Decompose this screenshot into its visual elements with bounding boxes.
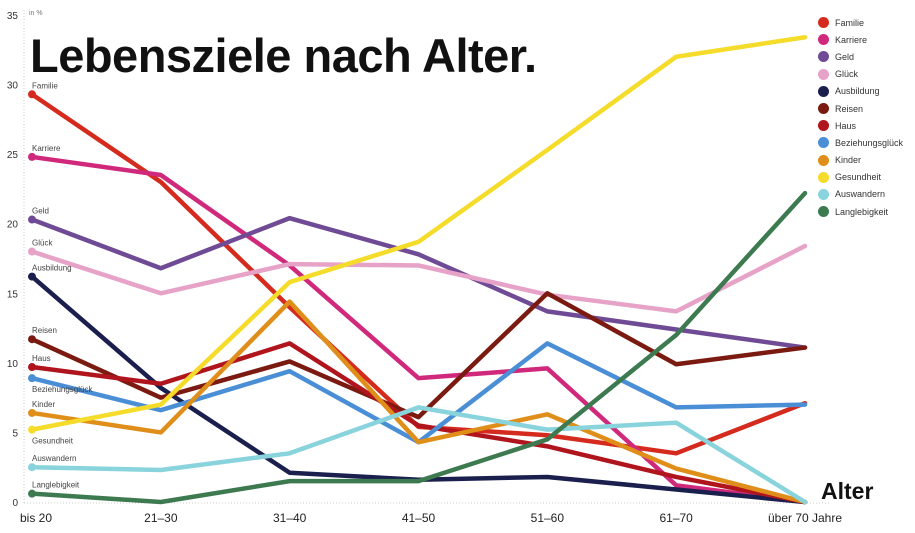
series-start-point: [28, 335, 36, 344]
legend-item: Geld: [818, 48, 903, 65]
legend-swatch: [818, 120, 829, 132]
legend-label: Familie: [835, 17, 865, 28]
series-lines: [28, 35, 808, 505]
series-start-point: [28, 272, 36, 281]
legend-swatch: [818, 188, 829, 200]
legend-swatch: [818, 171, 829, 183]
legend-swatch: [818, 17, 829, 29]
series-start-point: [28, 408, 36, 417]
legend-label: Auswandern: [835, 189, 886, 200]
series-line-reisen: [29, 291, 808, 420]
y-tick-label: 30: [7, 81, 19, 92]
legend-item: Kinder: [818, 152, 903, 169]
y-tick-label: 15: [7, 289, 19, 300]
legend-label: Karriere: [835, 34, 868, 45]
legend-swatch: [818, 103, 829, 115]
y-tick-label: 25: [7, 150, 19, 161]
series-label: Beziehungsglück: [32, 385, 93, 394]
x-tick-label: 61–70: [659, 511, 693, 525]
legend-label: Reisen: [835, 103, 864, 114]
legend-label: Geld: [835, 51, 855, 62]
y-tick-label: 0: [12, 498, 18, 509]
legend-label: Langlebigkeit: [835, 206, 889, 217]
series-line-kinder: [29, 299, 808, 505]
legend-item: Langlebigkeit: [818, 203, 903, 220]
series-start-point: [28, 425, 36, 434]
y-axis-unit: in %: [29, 10, 43, 17]
series-line-familie: [29, 92, 808, 456]
series-label: Glück: [32, 239, 53, 248]
y-tick-label: 10: [7, 359, 19, 370]
series-label: Auswandern: [32, 454, 76, 463]
series-start-point: [28, 374, 36, 383]
series-label: Langlebigkeit: [32, 481, 80, 490]
x-axis-title: Alter: [821, 478, 874, 504]
series-line-auswandern: [29, 405, 808, 505]
x-tick-label: über 70 Jahre: [768, 511, 842, 525]
legend-swatch: [818, 51, 829, 63]
y-tick-label: 5: [12, 428, 18, 439]
legend-swatch: [818, 137, 829, 149]
series-line-karriere: [29, 154, 808, 505]
series-line-glück: [29, 243, 808, 314]
x-tick-label: 41–50: [402, 511, 436, 525]
legend-item: Beziehungsglück: [818, 134, 903, 151]
legend-item: Ausbildung: [818, 83, 903, 100]
legend-item: Auswandern: [818, 186, 903, 203]
series-line-geld: [29, 215, 808, 350]
series-start-labels: Familie Karriere Geld Glück Ausbildung Reisen…: [32, 81, 93, 489]
legend-item: Haus: [818, 117, 903, 134]
series-label: Geld: [32, 207, 49, 216]
series-label: Reisen: [32, 326, 57, 335]
chart-title: Lebensziele nach Alter.: [30, 29, 537, 82]
series-label: Kinder: [32, 400, 55, 409]
x-tick-label: 31–40: [273, 511, 307, 525]
series-start-point: [28, 463, 36, 472]
legend-item: Gesundheit: [818, 169, 903, 186]
y-tick-label: 35: [7, 11, 19, 22]
series-label: Karriere: [32, 144, 61, 153]
legend-swatch: [818, 154, 829, 166]
legend-item: Reisen: [818, 100, 903, 117]
legend-item: Glück: [818, 66, 903, 83]
x-tick-label: 51–60: [531, 511, 565, 525]
series-label: Ausbildung: [32, 264, 72, 273]
x-tick-label: 21–30: [144, 511, 178, 525]
legend-swatch: [818, 85, 829, 97]
y-tick-label: 20: [7, 220, 19, 231]
legend-label: Ausbildung: [835, 86, 880, 97]
legend-swatch: [818, 34, 829, 46]
series-start-point: [28, 489, 36, 498]
series-start-point: [28, 363, 36, 372]
series-start-point: [28, 215, 36, 224]
series-label: Gesundheit: [32, 437, 74, 446]
legend: Familie Karriere Geld Glück Ausbildung Reisen…: [818, 14, 903, 220]
legend-swatch: [818, 68, 829, 80]
series-label: Familie: [32, 81, 58, 90]
series-line-langlebigkeit: [29, 190, 808, 505]
series-line-haus: [29, 341, 808, 505]
legend-label: Beziehungsglück: [835, 137, 904, 148]
legend-label: Glück: [835, 69, 859, 80]
legend-label: Gesundheit: [835, 172, 882, 183]
legend-item: Karriere: [818, 31, 903, 48]
legend-label: Haus: [835, 120, 857, 131]
legend-label: Kinder: [835, 155, 862, 166]
legend-item: Familie: [818, 14, 903, 31]
legend-swatch: [818, 206, 829, 218]
axes: 0 5 10 15 20 25 30 35 bis 20 21–30 31–40 41–50 51–60…: [7, 10, 842, 525]
series-start-point: [28, 247, 36, 256]
series-label: Haus: [32, 354, 51, 363]
series-start-point: [28, 90, 36, 99]
x-tick-label: bis 20: [20, 511, 52, 525]
series-line-gesundheit: [29, 35, 808, 432]
series-start-point: [28, 152, 36, 161]
